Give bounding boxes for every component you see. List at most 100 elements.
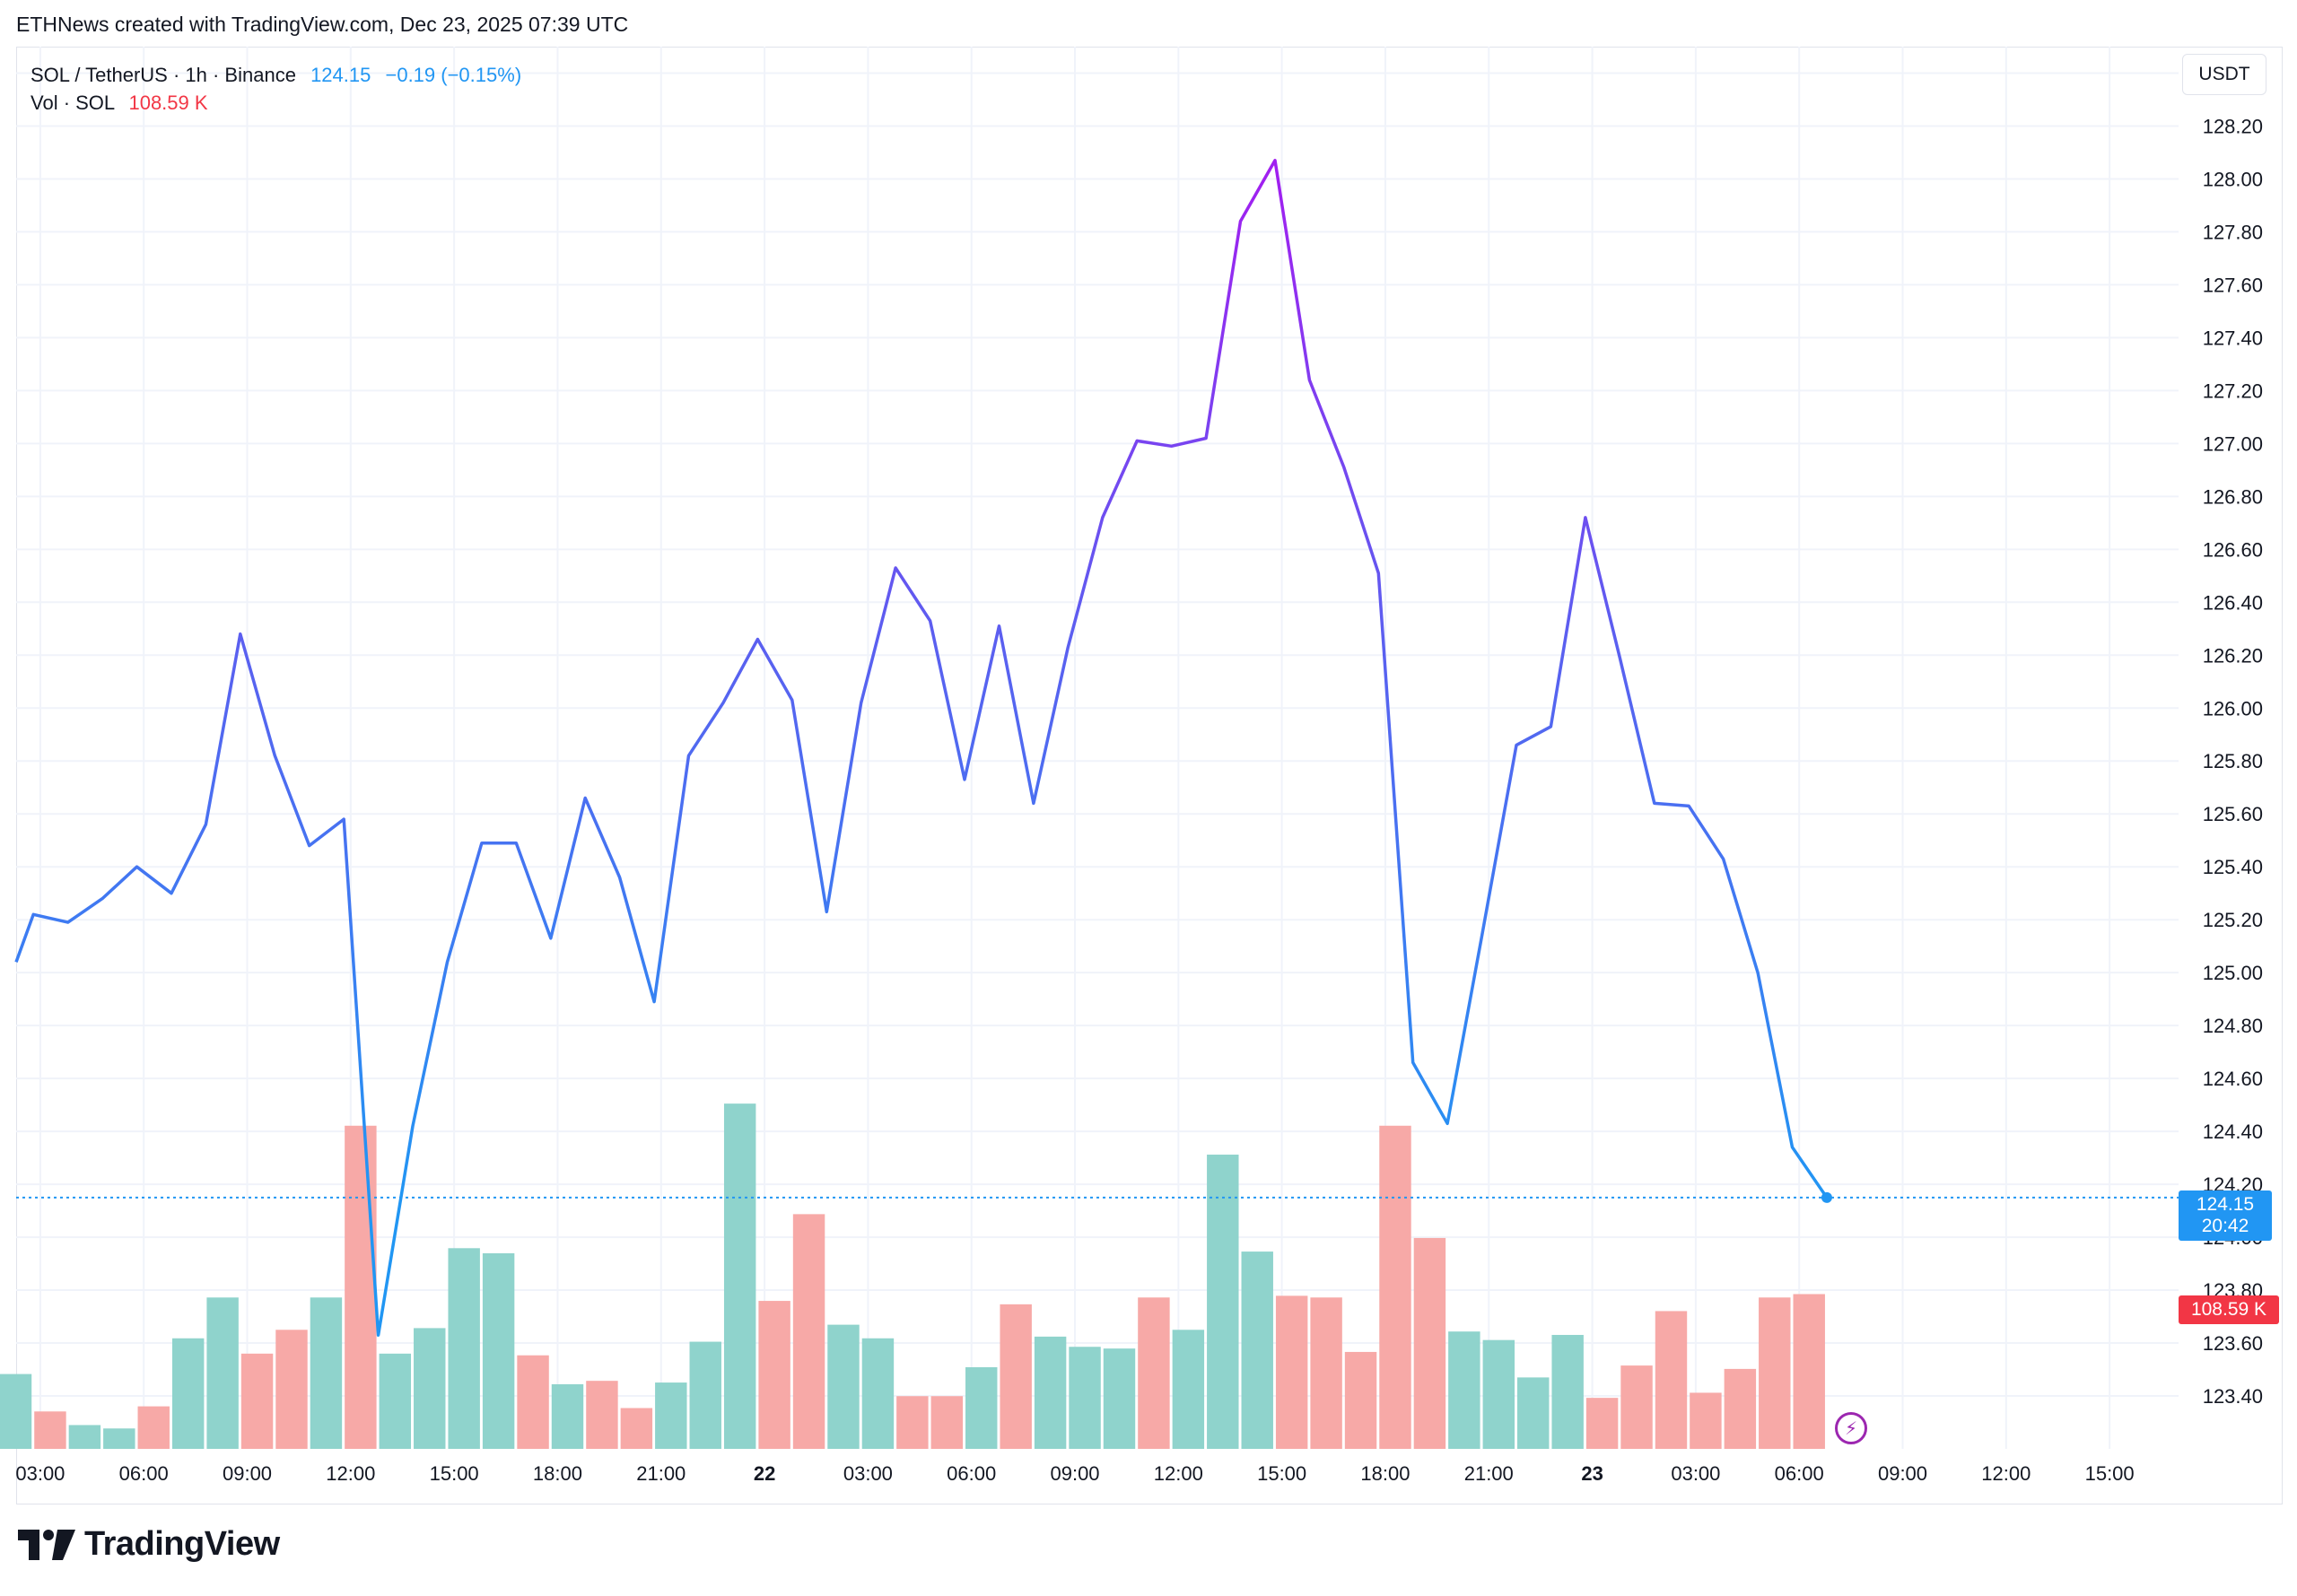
y-tick-label: 123.60 bbox=[2203, 1332, 2263, 1355]
y-tick-label: 126.00 bbox=[2203, 697, 2263, 720]
x-tick-label: 06:00 bbox=[1775, 1462, 1824, 1485]
volume-bar bbox=[137, 1406, 170, 1449]
x-tick-label: 18:00 bbox=[1360, 1462, 1410, 1485]
y-tick-label: 127.40 bbox=[2203, 327, 2263, 349]
volume-bar bbox=[171, 1338, 205, 1449]
volume-bar bbox=[723, 1103, 756, 1449]
chart-caption: ETHNews created with TradingView.com, De… bbox=[16, 13, 629, 36]
y-tick-label: 125.00 bbox=[2203, 962, 2263, 984]
volume-tag: 108.59 K bbox=[2179, 1295, 2279, 1324]
volume-bar bbox=[1172, 1330, 1205, 1449]
y-tick-label: 126.20 bbox=[2203, 644, 2263, 667]
volume-bar bbox=[379, 1353, 412, 1449]
x-tick-label: 09:00 bbox=[1878, 1462, 1927, 1485]
y-tick-label: 127.60 bbox=[2203, 274, 2263, 296]
volume-bar bbox=[1275, 1295, 1308, 1449]
y-tick-label: 127.80 bbox=[2203, 221, 2263, 243]
volume-bar bbox=[1482, 1339, 1515, 1449]
x-tick-label: 12:00 bbox=[1981, 1462, 2031, 1485]
lightning-bolt-icon[interactable]: ⚡ bbox=[1835, 1412, 1867, 1444]
x-tick-label: 23 bbox=[1581, 1462, 1603, 1485]
y-tick-label: 125.60 bbox=[2203, 803, 2263, 825]
currency-button[interactable]: USDT bbox=[2182, 54, 2266, 95]
volume-bar bbox=[1413, 1237, 1446, 1449]
volume-bar bbox=[1034, 1336, 1067, 1449]
y-tick-label: 125.40 bbox=[2203, 856, 2263, 878]
symbol-label: SOL / TetherUS · 1h · Binance bbox=[31, 64, 296, 86]
x-tick-label: 03:00 bbox=[15, 1462, 65, 1485]
price-change: −0.19 (−0.15%) bbox=[385, 64, 522, 86]
volume-bar bbox=[1379, 1125, 1411, 1449]
symbol-row[interactable]: SOL / TetherUS · 1h · Binance 124.15 −0.… bbox=[31, 61, 521, 89]
y-tick-label: 128.00 bbox=[2203, 168, 2263, 190]
volume-bar bbox=[861, 1338, 895, 1449]
y-tick-label: 124.40 bbox=[2203, 1121, 2263, 1143]
x-tick-label: 06:00 bbox=[947, 1462, 996, 1485]
volume-bar bbox=[1585, 1398, 1619, 1449]
price-line bbox=[14, 159, 1829, 1337]
volume-bar bbox=[689, 1341, 721, 1449]
volume-bar bbox=[1310, 1297, 1342, 1449]
volume-bar bbox=[1000, 1304, 1032, 1449]
last-price: 124.15 bbox=[310, 64, 371, 86]
y-tick-label: 123.40 bbox=[2203, 1385, 2263, 1408]
price-tag: 124.15 20:42 bbox=[2179, 1190, 2272, 1241]
volume-bar bbox=[103, 1428, 135, 1449]
volume-bar bbox=[620, 1408, 653, 1449]
y-tick-label: 126.60 bbox=[2203, 538, 2263, 561]
volume-bar bbox=[758, 1301, 790, 1449]
volume-bar bbox=[1448, 1331, 1480, 1449]
y-tick-label: 127.00 bbox=[2203, 432, 2263, 455]
tradingview-logo-icon bbox=[18, 1529, 75, 1560]
volume-bar bbox=[965, 1367, 998, 1449]
x-tick-label: 21:00 bbox=[636, 1462, 686, 1485]
volume-bar bbox=[482, 1252, 515, 1449]
y-tick-label: 125.20 bbox=[2203, 909, 2263, 931]
volume-bar bbox=[1207, 1155, 1239, 1449]
x-tick-label: 15:00 bbox=[1257, 1462, 1306, 1485]
x-tick-label: 06:00 bbox=[119, 1462, 169, 1485]
chart-frame bbox=[16, 47, 2283, 1504]
volume-bar bbox=[1138, 1297, 1170, 1449]
volume-bar bbox=[1724, 1368, 1757, 1449]
volume-bar bbox=[930, 1396, 964, 1449]
volume-row[interactable]: Vol · SOL 108.59 K bbox=[31, 89, 521, 117]
volume-bar bbox=[206, 1297, 239, 1449]
volume-bar bbox=[1551, 1334, 1584, 1449]
volume-bar bbox=[1690, 1392, 1722, 1449]
volume-bar bbox=[586, 1381, 618, 1449]
volume-bar bbox=[792, 1214, 825, 1449]
volume-bar bbox=[275, 1330, 308, 1449]
volume-bar bbox=[1759, 1297, 1791, 1449]
chart-legend: SOL / TetherUS · 1h · Binance 124.15 −0.… bbox=[31, 61, 521, 117]
tradingview-brand[interactable]: TradingView bbox=[18, 1525, 280, 1564]
x-tick-label: 12:00 bbox=[326, 1462, 375, 1485]
y-tick-label: 124.80 bbox=[2203, 1015, 2263, 1037]
volume-bar bbox=[655, 1382, 687, 1449]
y-tick-label: 124.60 bbox=[2203, 1068, 2263, 1090]
y-tick-label: 126.40 bbox=[2203, 591, 2263, 614]
volume-bar bbox=[517, 1355, 549, 1449]
volume-bar bbox=[1344, 1351, 1377, 1449]
x-tick-label: 12:00 bbox=[1154, 1462, 1203, 1485]
y-tick-label: 127.20 bbox=[2203, 379, 2263, 402]
volume-bar bbox=[448, 1248, 480, 1449]
x-tick-label: 09:00 bbox=[223, 1462, 272, 1485]
y-tick-label: 125.80 bbox=[2203, 750, 2263, 772]
volume-bar bbox=[827, 1324, 860, 1449]
x-tick-label: 18:00 bbox=[533, 1462, 582, 1485]
x-tick-label: 22 bbox=[754, 1462, 775, 1485]
volume-bar bbox=[34, 1411, 66, 1449]
x-tick-label: 21:00 bbox=[1464, 1462, 1514, 1485]
volume-bar bbox=[1793, 1294, 1825, 1449]
x-tick-label: 03:00 bbox=[1671, 1462, 1720, 1485]
price-tag-countdown: 20:42 bbox=[2201, 1216, 2249, 1236]
volume-bar bbox=[1620, 1365, 1653, 1449]
volume-bar bbox=[1655, 1311, 1688, 1449]
x-tick-label: 09:00 bbox=[1050, 1462, 1099, 1485]
volume-bar bbox=[414, 1328, 446, 1449]
volume-value: 108.59 K bbox=[128, 92, 208, 114]
y-tick-label: 126.80 bbox=[2203, 485, 2263, 508]
price-tag-value: 124.15 bbox=[2196, 1194, 2255, 1215]
